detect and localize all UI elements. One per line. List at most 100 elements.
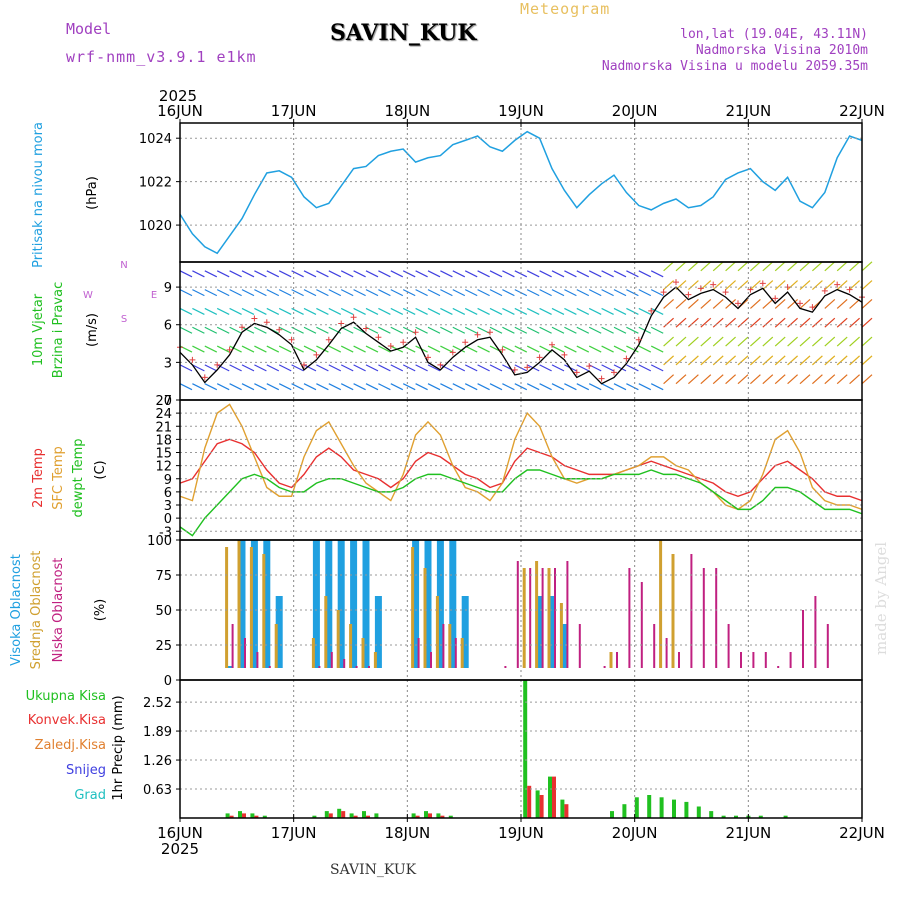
wind-barb	[241, 326, 255, 334]
wind-barb	[774, 317, 786, 328]
wind-barb	[737, 280, 749, 291]
wind-barb	[489, 270, 503, 278]
wind-gust-marker	[288, 336, 295, 343]
precip-bar	[229, 815, 234, 818]
wind-barb	[229, 345, 242, 353]
wind-barb	[353, 289, 366, 297]
wind-barb	[811, 261, 823, 272]
y-tick-label: 1022	[139, 176, 172, 191]
cloud-bar	[262, 554, 266, 668]
year-label-bottom: 2025	[161, 840, 199, 858]
wind-barb	[452, 307, 466, 315]
cloud-bar	[454, 638, 457, 668]
wind-barb	[192, 289, 205, 297]
wind-barb	[787, 317, 799, 328]
wind-barb	[588, 345, 602, 353]
precip-bar	[337, 808, 342, 818]
wind-barb	[836, 374, 848, 385]
cloud-bar	[250, 540, 258, 668]
cloud-bar	[324, 596, 328, 668]
precip-bar	[696, 806, 701, 818]
cloud-bar	[535, 561, 539, 668]
wind-barb	[725, 374, 737, 385]
wind-barb	[229, 289, 242, 297]
wind-barb	[576, 307, 590, 315]
wind-barb	[179, 326, 193, 334]
wind-barb	[811, 374, 823, 385]
wind-barb	[588, 289, 602, 297]
wind-barb	[539, 307, 552, 315]
wind-barb	[576, 326, 590, 334]
tsfc-axis-title: SFC Temp	[51, 446, 66, 510]
cloud-bar	[263, 540, 271, 668]
wind-barb	[402, 270, 416, 278]
cloud-bar	[678, 652, 680, 668]
x-tick-label-top: 16JUN	[157, 102, 203, 120]
wind-barb	[390, 326, 404, 334]
wind-barb	[489, 289, 503, 297]
wind-barb	[650, 307, 664, 315]
wind-barb	[737, 261, 749, 272]
x-tick-label-top: 17JUN	[271, 102, 317, 120]
wind-barb	[365, 364, 379, 372]
cloud-bar	[640, 582, 643, 668]
wind-gust-marker	[821, 287, 828, 294]
low-cloud-axis-title: Niska Oblacnost	[51, 558, 66, 663]
wind-gust-marker	[611, 369, 617, 376]
wind-barb	[836, 336, 848, 347]
wind-barb	[489, 364, 503, 372]
cloud-bar	[653, 624, 656, 668]
wind-barb	[378, 289, 391, 297]
cloud-bar	[449, 540, 457, 668]
wind-barb	[278, 364, 292, 372]
y-tick-label: 1.89	[143, 725, 172, 740]
wind-barb	[811, 336, 823, 347]
wind-barb	[712, 280, 724, 291]
cloud-bar	[362, 540, 370, 668]
x-tick-label-bottom: 22JUN	[839, 824, 885, 842]
cloud-bar	[727, 624, 730, 668]
wind-barb	[365, 289, 379, 297]
wind-barb	[737, 317, 749, 328]
wind-barb	[291, 289, 304, 297]
cloud-bar	[665, 638, 668, 668]
wind-barb	[774, 336, 786, 347]
wind-barb	[440, 383, 453, 391]
precip-bar	[560, 799, 565, 818]
wind-barb	[700, 355, 712, 366]
wind-barb	[861, 336, 873, 347]
y-tick-label: 0	[164, 674, 172, 689]
meteogram-label: Meteogram	[520, 0, 611, 18]
wind-barb	[216, 364, 230, 372]
wind-barb	[477, 289, 490, 297]
wind-barb	[514, 383, 528, 391]
wind-barb	[415, 307, 428, 315]
wind-barb	[799, 336, 811, 347]
wind-barb	[799, 261, 811, 272]
wind-barb	[216, 289, 230, 297]
wind-barb	[452, 383, 466, 391]
y-tick-label: 1020	[139, 219, 172, 234]
wind-barb	[278, 270, 292, 278]
cloud-bar	[424, 540, 432, 668]
wind-barb	[526, 307, 540, 315]
cloud-bar	[547, 568, 551, 668]
wind-barb	[613, 364, 627, 372]
wind-barb	[204, 364, 218, 372]
cloud-bar	[430, 652, 432, 668]
wind-barb	[241, 383, 255, 391]
wind-barb	[601, 307, 614, 315]
cloud-unit-label: (%)	[93, 599, 108, 622]
precip-bar	[783, 815, 788, 818]
y-tick-label: 18	[155, 433, 172, 448]
cloud-bar	[417, 638, 420, 668]
wind-barb	[452, 364, 466, 372]
cloud-bar	[603, 666, 606, 668]
precip-bar	[324, 811, 329, 818]
y-tick-label: 24	[155, 407, 172, 422]
cloud-bar	[318, 666, 321, 668]
wind-barb	[365, 307, 379, 315]
high-cloud-axis-title: Visoka Oblacnost	[9, 554, 24, 666]
cloud-bar	[337, 540, 345, 668]
wind-barb	[204, 345, 218, 353]
